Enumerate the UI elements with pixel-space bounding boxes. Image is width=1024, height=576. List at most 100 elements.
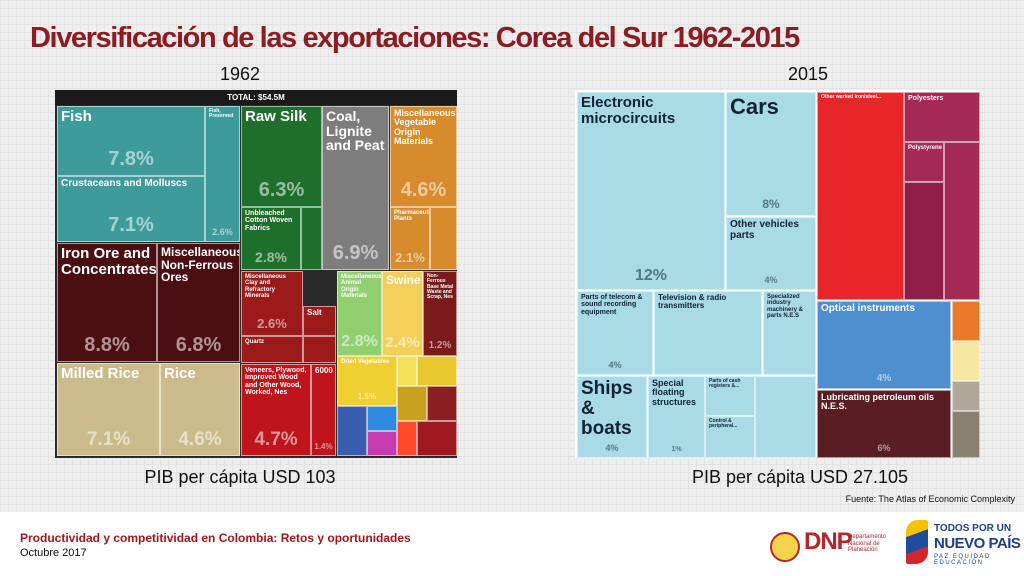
treemap-total: TOTAL: $54.5M bbox=[55, 90, 457, 105]
tile-label: Electronic microcircuits bbox=[581, 94, 676, 127]
tile-share: 4.6% bbox=[178, 429, 222, 450]
tile-share: 6% bbox=[877, 443, 891, 453]
tile-label: Polystyrene bbox=[908, 145, 943, 151]
treemap-tile: Polyesters bbox=[904, 92, 980, 142]
treemap-block bbox=[944, 142, 980, 300]
tile-label: Rice bbox=[164, 365, 196, 382]
year-label: 1962 bbox=[219, 64, 261, 84]
treemap-tile: Television & radio transmitters bbox=[654, 291, 762, 375]
treemap-tile: Control & peripheral... bbox=[705, 416, 755, 458]
treemap-tile: Coal, Lignite and Peat 6.9% bbox=[322, 106, 389, 270]
treemap-block bbox=[430, 207, 457, 270]
tile-share: 2.8% bbox=[255, 249, 287, 265]
treemap-block bbox=[397, 356, 417, 386]
treemap-tile: Other worked iron/steel... bbox=[817, 92, 904, 300]
tile-label: Cars bbox=[730, 94, 779, 119]
slogan-sub: PAZ EQUIDAD EDUCACIÓN bbox=[934, 554, 991, 566]
caption: PIB per cápita USD 27.105 bbox=[691, 467, 909, 487]
treemap-tile: Miscellaneous Clay and Refractory Minera… bbox=[241, 271, 303, 336]
tile-share: 4.7% bbox=[254, 429, 298, 450]
tile-share: 7.1% bbox=[86, 429, 131, 450]
treemap-block bbox=[303, 336, 336, 363]
treemap-block bbox=[904, 182, 944, 300]
tile-label: Polyesters bbox=[908, 95, 944, 102]
tile-share: 1% bbox=[671, 446, 682, 453]
tile-label: Miscellaneous Clay and Refractory Minera… bbox=[245, 274, 287, 299]
treemap-block bbox=[952, 301, 980, 341]
dnp-logo: DNP bbox=[804, 528, 853, 555]
footer-title: Productividad y competitividad en Colomb… bbox=[20, 531, 411, 545]
tile-label: Specialized industry machinery & parts N… bbox=[767, 294, 804, 319]
tile-label: Other vehicles parts bbox=[730, 219, 799, 241]
treemap-tile: Dried Vegetables 1.5% bbox=[337, 356, 397, 406]
treemap-tile: Quartz bbox=[241, 336, 303, 363]
tile-label: Swine bbox=[386, 273, 421, 287]
tile-label: Optical instruments bbox=[821, 303, 915, 314]
treemap-block bbox=[952, 381, 980, 411]
tile-label: Parts of cash registers &... bbox=[709, 378, 741, 390]
treemap-tile: Parts of cash registers &... bbox=[705, 376, 755, 416]
tile-share: 4% bbox=[605, 443, 619, 453]
treemap-tile: Specialized industry machinery & parts N… bbox=[763, 291, 816, 375]
tile-share: 4% bbox=[608, 360, 622, 370]
tile-label: Unbleached Cotton Woven Fabrics bbox=[245, 210, 293, 232]
treemap-tile: 6000 1.4% bbox=[311, 364, 336, 456]
slogan-main: NUEVO PAÍS bbox=[934, 535, 1021, 552]
tile-share: 6.8% bbox=[175, 334, 222, 356]
tile-label: Miscellaneous Vegetable Origin Materials bbox=[394, 108, 456, 147]
tile-label: Dried Vegetables bbox=[341, 359, 390, 365]
tile-label: Coal, Lignite and Peat bbox=[326, 108, 385, 154]
treemap-tile: Cars 8% bbox=[726, 92, 816, 216]
tile-label: Fish bbox=[61, 108, 92, 125]
treemap-tile: Unbleached Cotton Woven Fabrics 2.8% bbox=[241, 207, 301, 270]
treemap-tile: Swine 2.4% bbox=[382, 271, 423, 356]
treemap-tile: Rice 4.6% bbox=[160, 363, 240, 456]
treemap-tile: Lubricating petroleum oils N.E.S. 6% bbox=[817, 390, 951, 458]
tile-share: 4% bbox=[764, 275, 778, 285]
tile-share: 8% bbox=[762, 197, 780, 211]
tile-label: Raw Silk bbox=[245, 108, 307, 125]
tile-label: Non-Ferrous Base Metal Waste and Scrap, … bbox=[427, 273, 454, 300]
treemap: Electronic microcircuits 12% Cars 8% Other v… bbox=[575, 90, 980, 458]
tile-share: 1.2% bbox=[428, 340, 452, 351]
tile-label: Crustaceans and Molluscs bbox=[61, 178, 188, 189]
tile-share: 12% bbox=[634, 267, 668, 284]
slide-title: Diversificación de las exportaciones: Co… bbox=[30, 22, 800, 54]
treemap-tile: Special floating structures 1% bbox=[648, 376, 705, 458]
treemap-block bbox=[952, 411, 980, 458]
tile-share: 4% bbox=[876, 373, 892, 384]
treemap-tile: Polystyrene bbox=[904, 142, 944, 182]
slogan-top: TODOS POR UN bbox=[934, 523, 1012, 534]
year-label: 2015 bbox=[787, 64, 829, 84]
tile-share: 2.6% bbox=[212, 227, 233, 237]
treemap-block bbox=[397, 386, 427, 421]
treemap-tile: Raw Silk 6.3% bbox=[241, 106, 322, 207]
tile-share: 2.8% bbox=[341, 333, 378, 350]
tile-label: Television & radio transmitters bbox=[658, 293, 727, 311]
treemap-block bbox=[755, 376, 816, 458]
tile-share: 2.1% bbox=[395, 250, 425, 265]
treemap-tile: Optical instruments 4% bbox=[817, 301, 951, 389]
treemap-tile: Salt bbox=[303, 306, 336, 336]
treemap-tile: Miscellaneous Non-Ferrous Ores 6.8% bbox=[157, 243, 240, 362]
caption: PIB per cápita USD 103 bbox=[144, 467, 336, 487]
treemap-tile: Other vehicles parts 4% bbox=[726, 217, 816, 290]
treemap-tile: Miscellaneous Animal Origin Materials 2.8… bbox=[337, 271, 382, 356]
treemap-tile: Electronic microcircuits 12% bbox=[577, 92, 725, 290]
tile-share: 4.6% bbox=[400, 179, 447, 201]
crest bbox=[770, 532, 800, 562]
treemap-tile: Iron Ore and Concentrates 8.8% bbox=[57, 243, 157, 362]
treemap-tile: Veneers, Plywood, Improved Wood and Othe… bbox=[241, 364, 311, 456]
treemap-tile: Fish, Preserved 2.6% bbox=[205, 106, 240, 242]
tile-label: Special floating structures bbox=[652, 378, 697, 407]
treemap-tile: Milled Rice 7.1% bbox=[57, 363, 160, 456]
tile-label: Miscellaneous Non-Ferrous Ores bbox=[161, 245, 240, 285]
treemap-block bbox=[397, 421, 417, 456]
treemap-block bbox=[427, 386, 457, 421]
tile-label: Control & peripheral... bbox=[709, 418, 738, 430]
footer-date: Octubre 2017 bbox=[20, 547, 87, 559]
treemap-block bbox=[952, 341, 980, 381]
tile-label: Veneers, Plywood, Improved Wood and Othe… bbox=[245, 367, 307, 397]
source: Fuente: The Atlas of Economic Complexity bbox=[845, 494, 1015, 504]
treemap-tile: Parts of telecom & sound recording equip… bbox=[577, 291, 653, 375]
